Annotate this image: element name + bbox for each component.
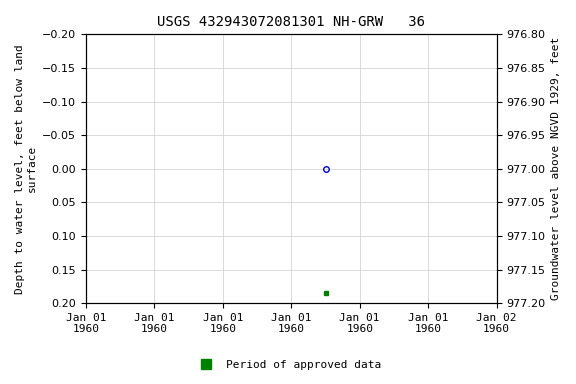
Legend: Period of approved data: Period of approved data [191, 356, 385, 375]
Y-axis label: Groundwater level above NGVD 1929, feet: Groundwater level above NGVD 1929, feet [551, 37, 561, 300]
Title: USGS 432943072081301 NH-GRW   36: USGS 432943072081301 NH-GRW 36 [157, 15, 425, 29]
Y-axis label: Depth to water level, feet below land
surface: Depth to water level, feet below land su… [15, 44, 37, 294]
